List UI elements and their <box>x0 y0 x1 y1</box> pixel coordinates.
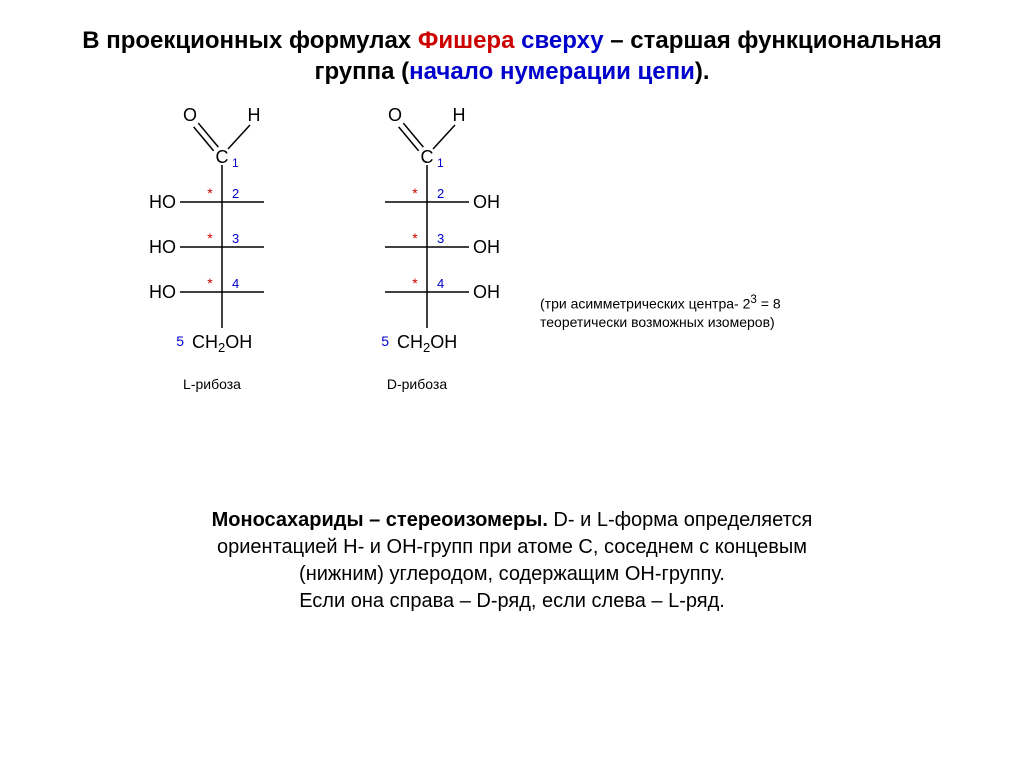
bottom-line2: ориентацией H- и OH-групп при атоме C, с… <box>217 536 807 558</box>
svg-text:CH2OH: CH2OH <box>192 332 252 355</box>
title-red: Фишера <box>418 27 515 54</box>
svg-text:5: 5 <box>381 333 389 349</box>
svg-text:1: 1 <box>232 156 239 170</box>
svg-text:O: O <box>388 105 402 125</box>
molecule-label: D-рибоза <box>337 376 497 392</box>
svg-text:*: * <box>207 275 213 291</box>
svg-text:C: C <box>421 147 434 167</box>
molecule-label: L-рибоза <box>132 376 292 392</box>
bottom-line3: (нижним) углеродом, содержащим OH-группу… <box>299 563 725 585</box>
svg-text:H: H <box>453 105 466 125</box>
svg-text:2: 2 <box>232 186 239 201</box>
side-note-line1b: = 8 <box>757 296 781 312</box>
title-blue1: сверху <box>514 27 603 54</box>
svg-text:HO: HO <box>149 282 176 302</box>
svg-text:OH: OH <box>473 192 500 212</box>
title-blue2: начало нумерации цепи <box>409 58 695 85</box>
svg-text:4: 4 <box>232 276 239 291</box>
side-note: (три асимметрических центра- 23 = 8 теор… <box>540 292 781 331</box>
svg-text:*: * <box>412 230 418 246</box>
title-part1: В проекционных формулах <box>82 27 418 54</box>
svg-text:*: * <box>207 230 213 246</box>
svg-text:OH: OH <box>473 282 500 302</box>
molecule-l-ribose: C1 O H * 2 HO * 3 HO * 4 HO 5 CH2OH L-рибоза <box>132 102 292 392</box>
svg-text:HO: HO <box>149 237 176 257</box>
svg-text:OH: OH <box>473 237 500 257</box>
bottom-text: Моносахариды – стереоизомеры. D- и L-фор… <box>0 502 1024 615</box>
svg-text:C: C <box>216 147 229 167</box>
side-note-line1a: (три асимметрических центра- 2 <box>540 296 750 312</box>
svg-text:*: * <box>412 275 418 291</box>
bottom-line1b: D- и L-форма определяется <box>548 509 812 531</box>
molecule-d-ribose: C1OH*2OH*3OH*4OH5CH2OHD-рибоза <box>337 102 497 392</box>
svg-text:O: O <box>183 105 197 125</box>
svg-text:*: * <box>412 185 418 201</box>
svg-text:*: * <box>207 185 213 201</box>
svg-text:HO: HO <box>149 192 176 212</box>
diagram-container: C1OH*2HO*3HO*4HO5CH2OHL-рибоза C1OH*2OH*… <box>62 102 962 502</box>
bottom-line4: Если она справа – D-ряд, если слева – L-… <box>299 590 725 612</box>
svg-text:4: 4 <box>437 276 444 291</box>
svg-text:5: 5 <box>176 333 184 349</box>
svg-text:3: 3 <box>232 231 239 246</box>
svg-text:H: H <box>248 105 261 125</box>
svg-text:2: 2 <box>437 186 444 201</box>
page-title: В проекционных формулах Фишера сверху – … <box>0 0 1024 97</box>
svg-text:3: 3 <box>437 231 444 246</box>
bottom-line1-bold: Моносахариды – стереоизомеры. <box>212 509 548 531</box>
svg-text:1: 1 <box>437 156 444 170</box>
title-part6: ). <box>695 58 710 85</box>
svg-text:CH2OH: CH2OH <box>397 332 457 355</box>
side-note-line2: теоретически возможных изомеров) <box>540 314 775 330</box>
